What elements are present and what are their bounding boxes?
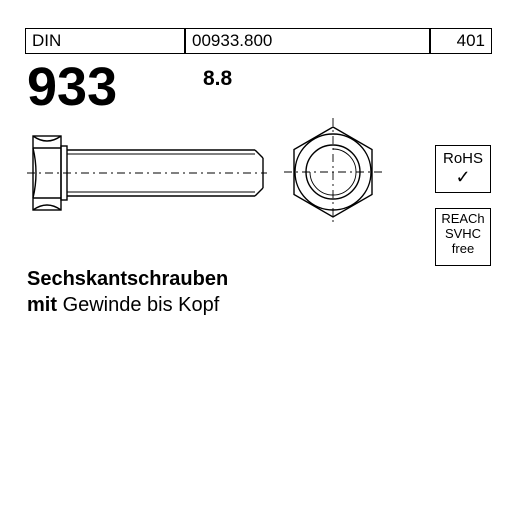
- reach-label-1: REACh: [436, 212, 490, 227]
- header-cell-partno: 00933.800: [185, 28, 430, 54]
- header-code-label: 401: [457, 31, 485, 51]
- header-cell-code: 401: [430, 28, 492, 54]
- strength-grade: 8.8: [203, 67, 232, 91]
- header-cell-standard: DIN: [25, 28, 185, 54]
- rohs-badge: RoHS ✓: [435, 145, 491, 193]
- bolt-side-view: [27, 122, 267, 224]
- hex-front-view: [284, 118, 382, 226]
- reach-badge: REACh SVHC free: [435, 208, 491, 266]
- reach-label-2: SVHC: [436, 227, 490, 242]
- reach-label-3: free: [436, 242, 490, 257]
- header-partno-label: 00933.800: [192, 31, 272, 51]
- rohs-label: RoHS: [436, 150, 490, 167]
- header-standard-label: DIN: [32, 31, 61, 51]
- desc-line2-rest: Gewinde bis Kopf: [63, 294, 220, 316]
- datasheet-canvas: DIN 00933.800 401 933 8.8: [0, 0, 520, 520]
- description-line-2: mit Gewinde bis Kopf: [27, 294, 219, 317]
- check-icon: ✓: [436, 167, 490, 188]
- description-line-1: Sechskantschrauben: [27, 268, 228, 291]
- desc-line2-bold: mit: [27, 294, 57, 316]
- din-number: 933: [27, 56, 117, 118]
